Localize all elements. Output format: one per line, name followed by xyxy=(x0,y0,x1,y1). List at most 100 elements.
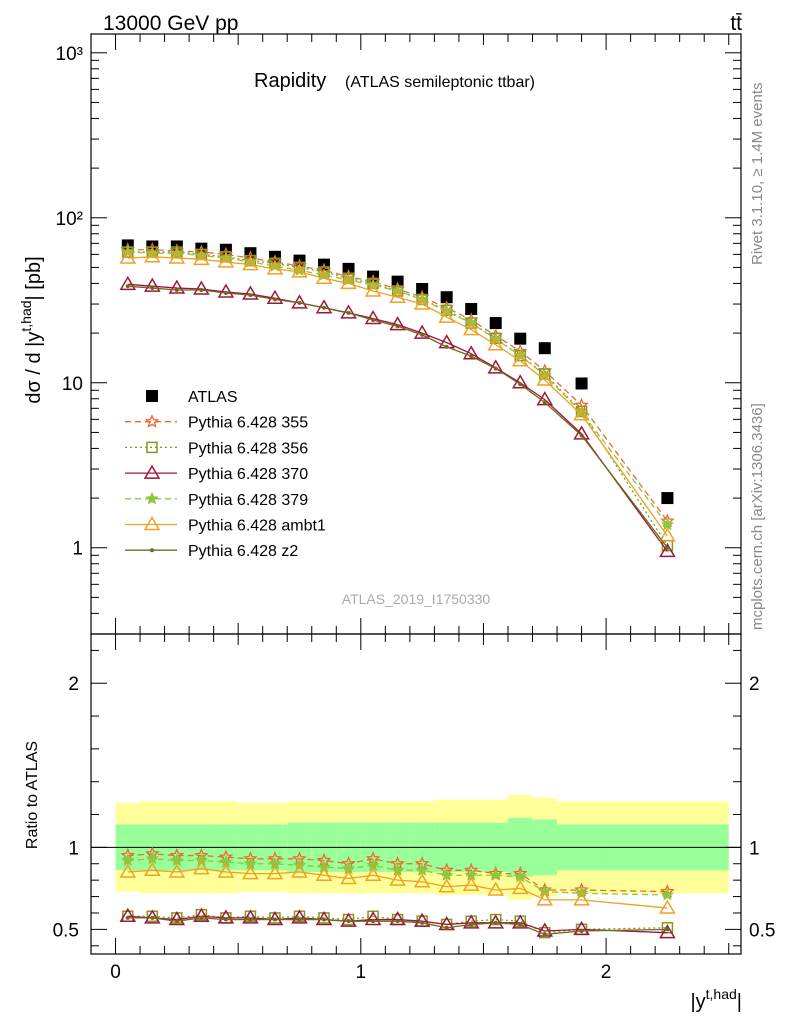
ratio-y-tick-label: 2 xyxy=(68,674,79,695)
legend-label: Pythia 6.428 370 xyxy=(188,466,308,483)
ratio-data-point xyxy=(487,881,505,896)
ratio-data-point xyxy=(364,866,382,881)
ratio-data-point xyxy=(119,863,137,878)
ratio-data-point xyxy=(462,876,480,891)
data-point xyxy=(193,250,210,266)
ratio-data-point xyxy=(444,925,449,930)
data-point xyxy=(416,283,429,296)
legend-label: Pythia 6.428 ambt1 xyxy=(188,518,326,535)
legend-marker xyxy=(143,516,161,531)
data-point xyxy=(659,542,676,558)
ratio-data-point xyxy=(291,909,308,924)
main-y-tick-label: 1 xyxy=(72,539,83,560)
ratio-y-tick-label: 1 xyxy=(68,838,79,859)
data-point xyxy=(272,297,277,302)
main-y-tick-label: 10² xyxy=(56,209,83,230)
series-line xyxy=(127,251,668,546)
legend-entry: Pythia 6.428 370 xyxy=(125,464,308,483)
legend-label: Pythia 6.428 379 xyxy=(188,492,308,509)
ratio-data-point xyxy=(266,865,284,880)
series-line xyxy=(127,251,668,526)
series-pythia-6-428-370 xyxy=(119,275,676,558)
legend-entry: ATLAS xyxy=(146,389,238,406)
data-point xyxy=(493,366,498,371)
ratio-data-point xyxy=(389,871,406,886)
data-point xyxy=(511,352,529,367)
data-point xyxy=(487,336,505,351)
x-tick-label: 0 xyxy=(110,962,121,983)
header-process: tt̄ xyxy=(730,12,742,35)
data-point xyxy=(174,287,179,292)
legend-entry: Pythia 6.428 356 xyxy=(125,440,308,457)
data-point xyxy=(438,308,455,323)
data-point xyxy=(242,256,259,271)
ratio-data-point xyxy=(170,853,184,867)
legend: ATLAS Pythia 6.428 355 Pythia 6.428 356 Pyt… xyxy=(125,389,326,560)
ratio-y-tick-label-right: 2 xyxy=(749,674,760,695)
legend-marker xyxy=(144,414,160,428)
data-point xyxy=(371,318,376,323)
ratio-data-point xyxy=(144,909,161,924)
data-point xyxy=(542,400,547,405)
data-point xyxy=(342,262,355,275)
ratio-data-point xyxy=(317,859,331,873)
rivet-label: Rivet 3.1.10, ≥ 1.4M events xyxy=(749,83,766,266)
ratio-series-line xyxy=(127,917,668,935)
data-point xyxy=(297,300,302,305)
data-point xyxy=(462,321,480,336)
data-point xyxy=(144,248,161,263)
ratio-data-point xyxy=(439,868,454,881)
ratio-data-point xyxy=(659,899,676,914)
series-pythia-6-428-ambt1 xyxy=(119,248,676,542)
ratio-data-point xyxy=(297,917,302,922)
data-point xyxy=(536,371,554,386)
legend-marker xyxy=(150,548,154,553)
data-point xyxy=(242,285,259,300)
ratio-data-point xyxy=(315,911,333,926)
ratio-data-point xyxy=(168,911,186,926)
series-atlas xyxy=(121,239,674,505)
main-y-tick-label: 10³ xyxy=(56,44,83,65)
data-point xyxy=(266,289,284,305)
data-point xyxy=(340,274,357,290)
mcplots-label: mcplots.cern.ch [arXiv:1306.3436] xyxy=(749,403,766,630)
legend-label: ATLAS xyxy=(188,389,238,406)
analysis-label: ATLAS_2019_I1750330 xyxy=(342,591,491,607)
data-point xyxy=(266,260,284,275)
ratio-data-point xyxy=(371,919,376,924)
main-plot: 1 10 10² 10³ Rapidity (ATLAS semileptonic t… xyxy=(18,33,742,635)
legend-label: Pythia 6.428 z2 xyxy=(188,543,298,560)
data-point xyxy=(315,269,333,284)
ratio-data-point xyxy=(542,932,547,937)
ratio-series-pythia-6-428-z2 xyxy=(125,915,670,937)
ratio-data-point xyxy=(242,909,259,924)
ratio-data-point xyxy=(660,887,675,901)
data-point xyxy=(364,310,382,325)
plot-subtitle: (ATLAS semileptonic ttbar) xyxy=(345,74,535,91)
legend-entry: Pythia 6.428 355 xyxy=(125,414,308,432)
ratio-data-point xyxy=(469,922,474,927)
ratio-data-point xyxy=(511,879,529,895)
series-pythia-6-428-379 xyxy=(121,244,675,531)
ratio-plot: 0.5 0.5 1 1 2 2 0 1 2 Ratio to ATLAS |yt,had| xyxy=(24,633,775,1013)
ratio-y-tick-label-right: 0.5 xyxy=(749,920,775,941)
legend-marker xyxy=(143,464,161,479)
data-point xyxy=(465,302,478,315)
ratio-data-point xyxy=(121,853,135,867)
ratio-series-pythia-6-428-ambt1 xyxy=(119,860,676,914)
data-point xyxy=(389,316,406,331)
series-pythia-6-428-z2 xyxy=(125,284,670,550)
ratio-data-point xyxy=(168,863,186,878)
data-point xyxy=(462,345,480,360)
data-point xyxy=(291,263,308,278)
data-point xyxy=(514,332,527,345)
ratio-data-point xyxy=(518,922,523,927)
ratio-data-point xyxy=(493,920,498,925)
data-point xyxy=(168,249,186,264)
ratio-data-point xyxy=(315,866,333,881)
main-y-axis-label: dσ / d |yt,had| [pb] xyxy=(18,256,45,403)
data-point xyxy=(125,284,130,289)
ratio-data-point xyxy=(340,912,357,927)
ratio-data-point xyxy=(665,927,670,932)
ratio-data-point xyxy=(487,914,505,929)
